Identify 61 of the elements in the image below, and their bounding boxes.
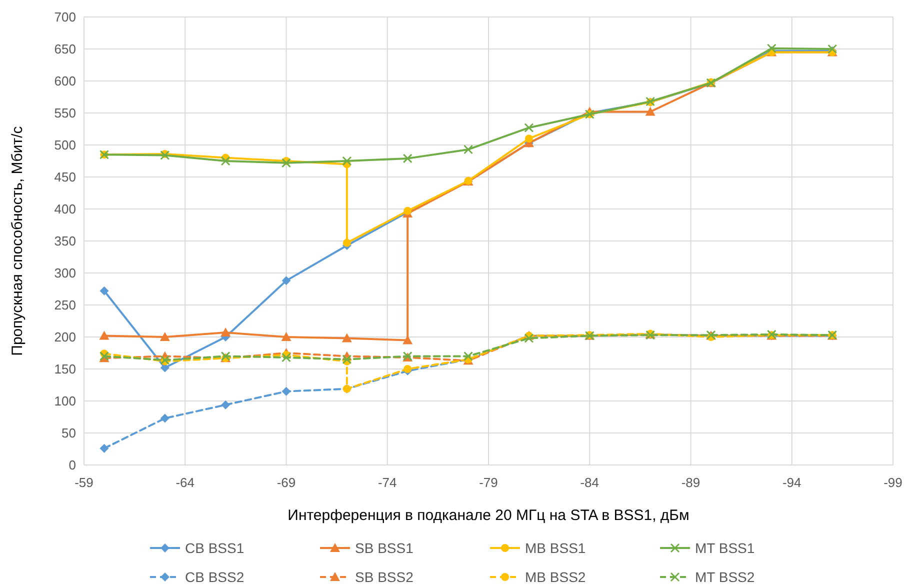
legend-label: MB BSS1 <box>525 540 586 556</box>
y-tick-label: 400 <box>54 202 76 217</box>
point <box>342 354 352 364</box>
x-tick-label: -99 <box>884 475 902 490</box>
y-axis-title: Пропускная способность, Мбит/с <box>9 126 26 356</box>
legend-label: SB BSS1 <box>355 540 414 556</box>
x-axis-title: Интерференция в подканале 20 МГц на STA в BSS1, дБм <box>288 507 690 524</box>
legend-label: MT BSS2 <box>695 568 755 585</box>
point <box>221 400 230 410</box>
point <box>282 158 291 168</box>
legend-label: CB BSS1 <box>185 540 244 556</box>
legend-label: CB BSS2 <box>185 568 244 585</box>
y-tick-label: 50 <box>62 426 76 441</box>
point <box>464 144 474 154</box>
legend-label: SB BSS2 <box>355 568 414 585</box>
x-tick-label: -59 <box>74 475 94 490</box>
point <box>282 276 291 286</box>
point <box>645 106 656 116</box>
x-tick-label: -69 <box>276 475 296 490</box>
point <box>282 386 291 396</box>
point <box>524 122 534 132</box>
point <box>524 134 533 143</box>
point <box>404 365 412 373</box>
point <box>100 286 109 296</box>
y-tick-label: 100 <box>54 394 76 409</box>
y-tick-label: 500 <box>54 138 76 153</box>
point <box>342 333 352 342</box>
point <box>99 330 110 340</box>
point <box>402 154 412 164</box>
point <box>220 328 231 337</box>
x-tick-label: -79 <box>479 475 498 490</box>
y-tick-label: 250 <box>54 298 76 313</box>
point <box>160 414 170 423</box>
y-tick-label: 550 <box>54 106 76 121</box>
point <box>464 351 474 361</box>
point <box>342 156 352 166</box>
point <box>220 156 230 166</box>
y-tick-label: 450 <box>54 170 76 185</box>
y-tick-label: 650 <box>54 42 76 57</box>
y-tick-label: 600 <box>54 74 76 89</box>
point <box>402 335 413 344</box>
point <box>281 332 292 341</box>
y-tick-label: 200 <box>54 330 76 345</box>
y-tick-label: 300 <box>54 266 76 281</box>
point <box>100 444 109 453</box>
x-tick-label: -74 <box>378 475 397 490</box>
y-tick-label: 150 <box>54 362 76 377</box>
legend-label: MT BSS1 <box>695 540 755 556</box>
x-tick-label: -94 <box>782 475 802 490</box>
y-tick-label: 700 <box>54 10 76 25</box>
x-tick-label: -89 <box>681 475 700 490</box>
legend-label: MB BSS2 <box>525 568 586 585</box>
y-tick-label: 0 <box>68 458 76 473</box>
point <box>282 352 291 362</box>
x-tick-label: -64 <box>176 475 195 490</box>
point <box>342 238 351 247</box>
point <box>766 44 776 54</box>
x-tick-label: -84 <box>580 475 600 490</box>
point <box>160 332 170 341</box>
point <box>524 334 534 344</box>
y-tick-label: 350 <box>54 234 76 249</box>
